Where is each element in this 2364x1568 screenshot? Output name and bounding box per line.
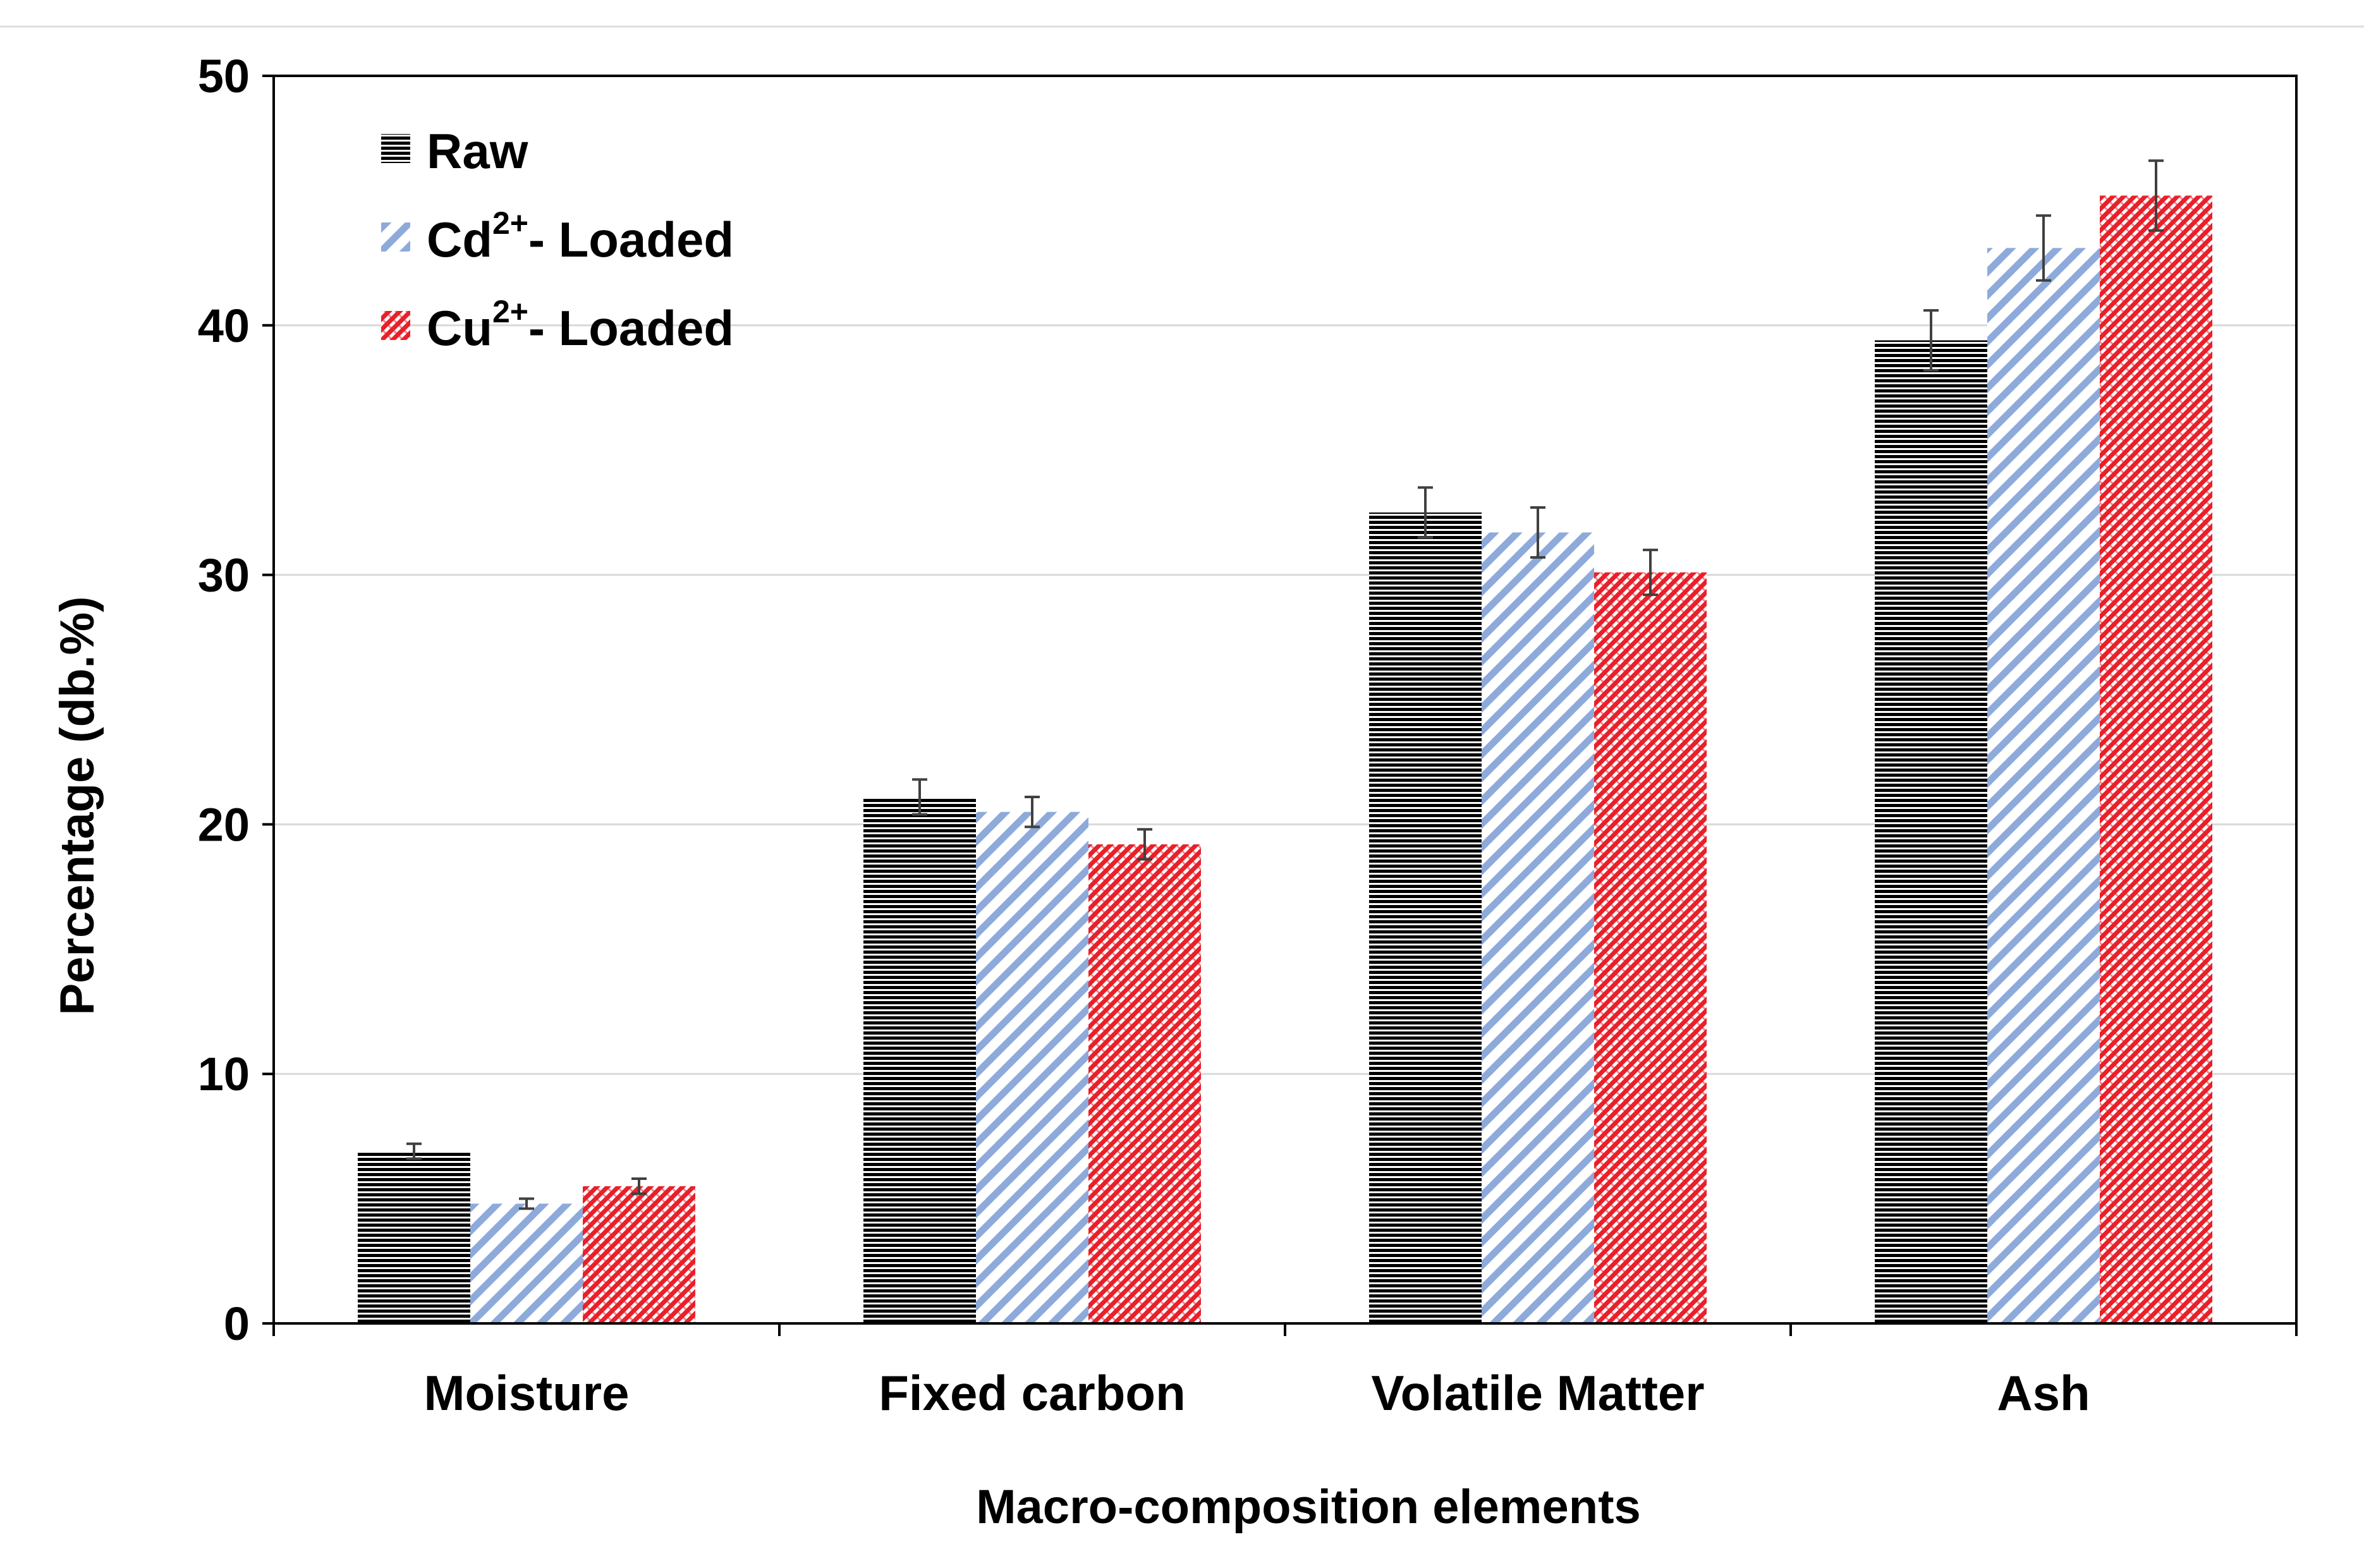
legend-label: Cd bbox=[427, 212, 492, 267]
y-tick-label: 10 bbox=[198, 1048, 250, 1100]
bar bbox=[976, 811, 1088, 1323]
x-tick-label: Volatile Matter bbox=[1371, 1365, 1704, 1421]
legend-label-suffix: - Loaded bbox=[528, 212, 734, 267]
y-tick-label: 20 bbox=[198, 798, 250, 851]
bar bbox=[1875, 340, 1987, 1323]
bar bbox=[1482, 532, 1594, 1323]
x-tick-label: Moisture bbox=[423, 1365, 629, 1421]
legend-swatch bbox=[381, 222, 410, 252]
legend-swatch bbox=[381, 311, 410, 340]
bar bbox=[470, 1203, 583, 1323]
bar bbox=[1369, 512, 1482, 1323]
bar bbox=[2100, 195, 2212, 1323]
bar bbox=[1088, 844, 1201, 1323]
bar bbox=[1594, 572, 1707, 1323]
y-tick-label: 40 bbox=[198, 300, 250, 352]
legend-label: Cu bbox=[427, 300, 492, 356]
y-tick-label: 0 bbox=[224, 1298, 250, 1350]
legend-entry: Cu2+- Loaded bbox=[427, 294, 734, 356]
bar bbox=[358, 1151, 470, 1323]
legend-superscript: 2+ bbox=[492, 205, 528, 241]
x-tick-label: Fixed carbon bbox=[879, 1365, 1185, 1421]
x-axis-title: Macro-composition elements bbox=[976, 1480, 1641, 1534]
bar bbox=[583, 1186, 695, 1323]
bar bbox=[863, 796, 976, 1323]
legend-entry: Cd2+- Loaded bbox=[427, 205, 734, 267]
legend-label: Raw bbox=[427, 123, 528, 179]
y-axis-title: Percentage (db.%) bbox=[51, 596, 104, 1015]
x-tick-label: Ash bbox=[1997, 1365, 2090, 1421]
y-tick-label: 50 bbox=[198, 50, 250, 102]
bar bbox=[1987, 248, 2100, 1323]
legend-superscript: 2+ bbox=[492, 294, 528, 329]
legend-swatch bbox=[381, 134, 410, 163]
legend-entry: Raw bbox=[427, 123, 528, 179]
y-tick-label: 30 bbox=[198, 549, 250, 602]
legend-label-suffix: - Loaded bbox=[528, 300, 734, 356]
